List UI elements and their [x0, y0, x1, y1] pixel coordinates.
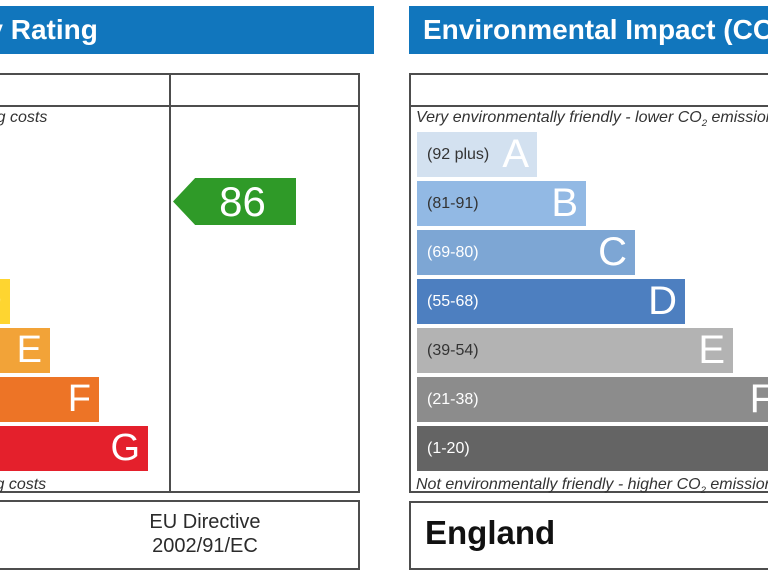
eu-box-bottom-border [0, 568, 360, 570]
env-band-g-range: (1-20) [427, 439, 470, 457]
energy-band-d: (55-68) D [0, 279, 10, 324]
energy-box-bottom-border [0, 491, 360, 493]
energy-band-d-letter: D [0, 279, 2, 324]
env-band-a: (92 plus) A [417, 132, 537, 177]
environmental-title-bar: Environmental Impact (CO2) Rating [409, 6, 768, 54]
env-band-d-range: (55-68) [427, 292, 479, 310]
england-box-top-border [409, 501, 768, 503]
env-band-b-letter: B [551, 181, 578, 225]
england-box-left-border [409, 501, 411, 570]
eu-directive-text: EU Directive 2002/91/EC [105, 510, 305, 558]
energy-top-note: Very energy efficient - lower running co… [0, 109, 48, 126]
energy-header-divider [0, 105, 360, 107]
env-bottom-note: Not environmentally friendly - higher CO… [416, 476, 768, 496]
env-top-note-suffix: emissions [711, 109, 768, 126]
env-band-b-range: (81-91) [427, 194, 479, 212]
energy-column-divider [169, 73, 171, 493]
env-top-note-prefix: Very environmentally friendly - lower CO [416, 109, 702, 126]
env-band-g: (1-20) G [417, 426, 768, 471]
energy-band-e-letter: E [16, 329, 42, 371]
env-band-d-letter: D [648, 279, 677, 323]
energy-rating-title: Energy Efficiency Rating [0, 14, 98, 45]
env-band-c: (69-80) C [417, 230, 635, 275]
env-band-e: (39-54) E [417, 328, 733, 373]
co2-subscript: 2 [701, 118, 708, 130]
eu-directive-line2: 2002/91/EC [152, 535, 258, 557]
env-band-d: (55-68) D [417, 279, 685, 324]
energy-box-right-border [358, 73, 360, 493]
energy-bottom-note: Not energy efficient - higher running co… [0, 476, 47, 493]
current-rating-value: 86 [219, 178, 266, 225]
env-band-c-letter: C [598, 230, 627, 274]
england-label: England [425, 514, 556, 551]
env-band-f: (21-38) F [417, 377, 768, 422]
eu-box-top-border [0, 500, 360, 502]
env-top-note: Very environmentally friendly - lower CO… [416, 109, 768, 129]
eu-directive-line1: EU Directive [149, 511, 261, 533]
energy-band-g-letter: G [110, 427, 140, 469]
env-bottom-note-prefix: Not environmentally friendly - higher CO [416, 476, 701, 493]
env-band-a-letter: A [502, 132, 529, 176]
env-band-f-range: (21-38) [427, 390, 479, 408]
env-band-b: (81-91) B [417, 181, 586, 226]
env-box-left-border [409, 73, 411, 493]
env-band-c-range: (69-80) [427, 243, 479, 261]
energy-band-e: (39-54) E [0, 328, 50, 373]
env-box-bottom-border [409, 491, 768, 493]
env-band-f-letter: F [749, 377, 768, 421]
energy-band-f-letter: F [67, 378, 91, 420]
env-bottom-note-suffix: emissions [710, 476, 768, 493]
environmental-title-prefix: Environmental Impact (CO [423, 14, 768, 45]
energy-band-g: (1-20) G [0, 426, 148, 471]
co2-subscript: 2 [700, 485, 706, 497]
env-band-e-range: (39-54) [427, 341, 479, 359]
energy-rating-title-bar: Energy Efficiency Rating [0, 6, 374, 54]
energy-box-top-border [0, 73, 360, 75]
england-box-bottom-border [409, 568, 768, 570]
env-header-divider [409, 105, 768, 107]
env-band-a-range: (92 plus) [427, 145, 490, 163]
env-band-e-letter: E [698, 328, 725, 372]
eu-box-right-border [358, 500, 360, 570]
current-rating-arrow: 86 [173, 178, 296, 225]
env-box-top-border [409, 73, 768, 75]
energy-band-f: (21-38) F [0, 377, 99, 422]
